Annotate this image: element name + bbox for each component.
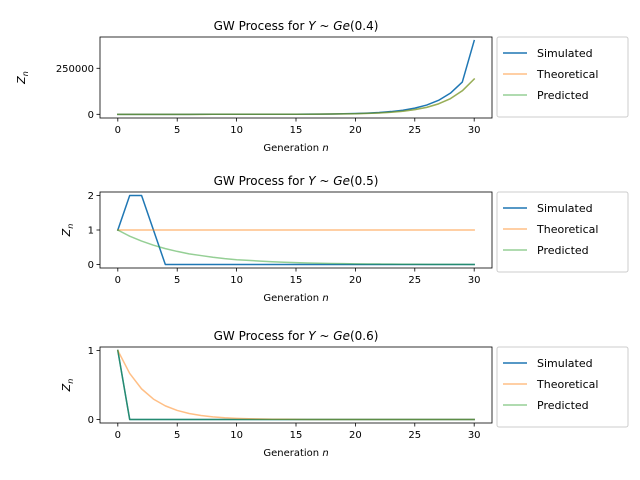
legend-box [496, 346, 629, 428]
y-tick-label: 0 [88, 415, 94, 426]
legend-label: Theoretical [536, 378, 598, 391]
chart-title: GW Process for Y ~ Ge(0.4) [214, 19, 379, 33]
legend-label: Simulated [537, 357, 593, 370]
x-tick-label: 30 [468, 430, 481, 441]
x-tick-label: 0 [115, 430, 121, 441]
series-line-simulated [116, 349, 475, 421]
legend-box [496, 191, 629, 273]
x-tick-label: 15 [290, 275, 303, 286]
y-tick-label: 0 [88, 260, 94, 271]
subplot-2: 0 5 10 15 20 25 30 0 1 2 GW Process for Y ~ Ge(0.5… [60, 174, 629, 304]
x-tick-label: 15 [290, 430, 303, 441]
legend-label: Predicted [537, 399, 589, 412]
x-tick-label: 0 [115, 275, 121, 286]
x-tick-label: 25 [408, 430, 421, 441]
x-tick-label: 30 [468, 125, 481, 136]
y-axis-label: Zn [60, 224, 75, 238]
legend-label: Predicted [537, 89, 589, 102]
x-tick-label: 30 [468, 275, 481, 286]
y-tick-label: 1 [88, 346, 94, 357]
series-line-theoretical [116, 349, 475, 421]
series-line-predicted [116, 228, 475, 266]
legend-label: Simulated [537, 202, 593, 215]
legend-label: Theoretical [536, 68, 598, 81]
chart-title: GW Process for Y ~ Ge(0.6) [214, 329, 379, 343]
x-tick-label: 5 [174, 430, 180, 441]
y-tick-label: 0 [88, 110, 94, 121]
x-tick-label: 20 [349, 430, 362, 441]
legend: Simulated Theoretical Predicted [496, 191, 629, 273]
subplot-1: 0 5 10 15 20 25 30 0 250000 GW Process for Y ~ Ge… [15, 19, 629, 154]
series-line-simulated [117, 39, 476, 116]
legend-label: Simulated [537, 47, 593, 60]
x-axis-label: Generation n [263, 293, 328, 304]
x-tick-label: 20 [349, 125, 362, 136]
x-tick-label: 20 [349, 275, 362, 286]
x-tick-label: 10 [230, 125, 243, 136]
legend-label: Theoretical [536, 223, 598, 236]
legend: Simulated Theoretical Predicted [496, 36, 629, 118]
x-tick-label: 15 [290, 125, 303, 136]
x-tick-label: 5 [174, 275, 180, 286]
series-line-predicted [117, 77, 476, 116]
chart-title: GW Process for Y ~ Ge(0.5) [214, 174, 379, 188]
x-axis-label: Generation n [263, 143, 328, 154]
y-tick-label: 250000 [56, 64, 94, 75]
x-tick-label: 5 [174, 125, 180, 136]
x-tick-label: 10 [230, 275, 243, 286]
axes-frame [99, 346, 493, 424]
subplot-3: 0 5 10 15 20 25 30 0 1 GW Process for Y ~ Ge(0.6)… [60, 329, 629, 459]
y-tick-label: 2 [88, 191, 94, 202]
x-tick-label: 0 [115, 125, 121, 136]
y-axis-label: Zn [15, 71, 30, 85]
legend-box [496, 36, 629, 118]
series-line-predicted [116, 349, 475, 421]
x-tick-label: 10 [230, 430, 243, 441]
x-tick-label: 25 [408, 125, 421, 136]
x-tick-label: 25 [408, 275, 421, 286]
x-axis-label: Generation n [263, 448, 328, 459]
legend: Simulated Theoretical Predicted [496, 346, 629, 428]
y-axis-label: Zn [60, 379, 75, 393]
legend-label: Predicted [537, 244, 589, 257]
y-tick-label: 1 [88, 226, 94, 237]
